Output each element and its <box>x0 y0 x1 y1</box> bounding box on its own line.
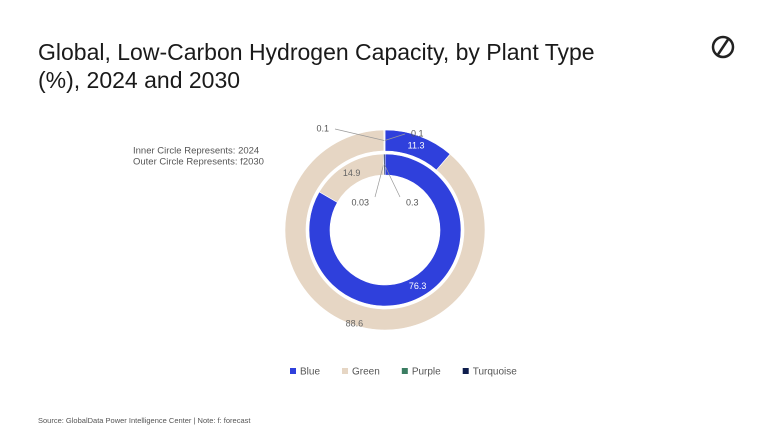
data-label: 11.3 <box>408 140 425 150</box>
donut-slice <box>308 153 462 307</box>
donut-slice <box>383 153 386 176</box>
chart-title: (%), 2024 and 2030 <box>38 67 240 93</box>
chart-title: Global, Low-Carbon Hydrogen Capacity, by… <box>38 39 595 65</box>
data-label: 0.1 <box>316 123 329 133</box>
legend-swatch <box>401 368 408 374</box>
leader-line <box>384 133 406 141</box>
data-label: 14.9 <box>343 168 361 178</box>
legend-swatch <box>290 368 296 374</box>
data-label: 0.3 <box>406 197 419 207</box>
annotation: Inner Circle Represents: 2024 <box>133 146 259 157</box>
legend-swatch <box>342 368 349 374</box>
leader-line <box>384 164 401 198</box>
source: Source: GlobalData Power Intelligence Ce… <box>38 416 251 425</box>
leader-line <box>374 164 384 198</box>
logo <box>711 35 735 59</box>
data-label: 0.03 <box>351 197 369 207</box>
legend-label: Green <box>352 367 380 378</box>
legend-label: Purple <box>412 367 441 378</box>
annotation: Outer Circle Represents: f2030 <box>133 157 264 168</box>
legend-label: Blue <box>300 367 320 378</box>
data-label: 0.1 <box>411 128 424 138</box>
legend-label: Turquoise <box>473 367 518 378</box>
donut-slice <box>384 129 386 152</box>
donut-slice <box>284 129 486 331</box>
data-label: 76.3 <box>409 281 427 291</box>
data-label: 88.6 <box>346 318 364 328</box>
leader-line <box>334 128 385 141</box>
legend-swatch <box>462 368 469 374</box>
